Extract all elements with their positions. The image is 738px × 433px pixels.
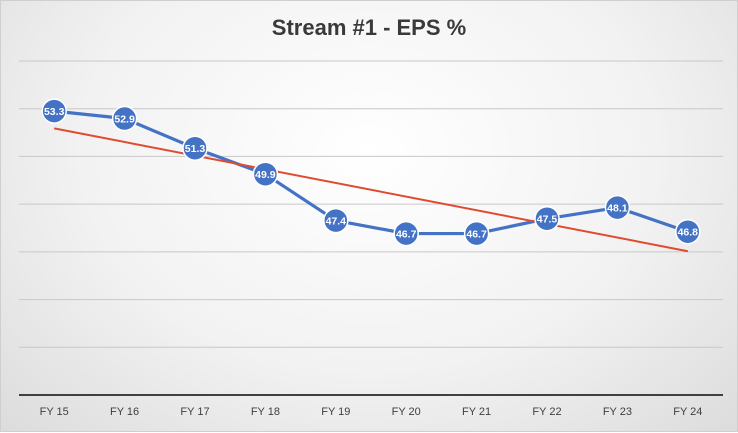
- data-point: [393, 220, 419, 247]
- data-point: [463, 220, 490, 247]
- data-label: 48.1: [607, 203, 628, 215]
- data-label: 46.8: [678, 227, 699, 239]
- x-tick-label: FY 17: [180, 406, 209, 418]
- x-tick-label: FY 20: [392, 406, 421, 418]
- data-label: 46.7: [466, 229, 487, 241]
- data-label: 46.7: [396, 229, 417, 241]
- data-label: 47.4: [326, 216, 347, 228]
- data-label: 47.5: [537, 214, 558, 226]
- x-tick-label: FY 16: [110, 406, 139, 418]
- x-tick-label: FY 18: [251, 406, 280, 418]
- x-tick-label: FY 15: [40, 406, 69, 418]
- data-label: 53.3: [44, 106, 65, 118]
- trendline: [54, 127, 688, 253]
- data-point: [323, 207, 349, 234]
- data-point: [252, 161, 279, 187]
- series-line: [54, 109, 689, 236]
- x-tick-label: FY 23: [603, 406, 632, 418]
- data-label: 49.9: [255, 169, 276, 181]
- chart-title: Stream #1 - EPS %: [271, 15, 467, 40]
- data-point: [675, 218, 701, 245]
- data-label: 51.3: [185, 143, 206, 155]
- x-tick-label: FY 22: [532, 406, 561, 418]
- data-label: 52.9: [114, 114, 135, 126]
- data-point: [604, 194, 631, 221]
- data-point: [534, 205, 560, 232]
- x-tick-label: FY 21: [462, 406, 491, 418]
- x-tick-label: FY 24: [673, 406, 702, 418]
- data-point: [111, 105, 138, 132]
- data-point: [41, 98, 67, 124]
- x-tick-label: FY 19: [321, 406, 350, 418]
- data-point: [182, 135, 208, 161]
